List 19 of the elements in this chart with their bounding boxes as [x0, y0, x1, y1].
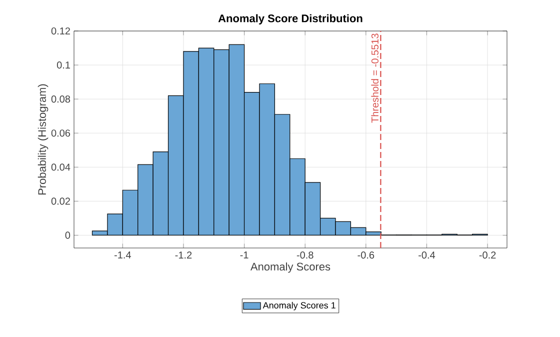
- y-tick-label: 0: [65, 232, 70, 239]
- y-tick-label: 0.04: [51, 164, 70, 171]
- x-tick-label: -1.4: [114, 252, 131, 258]
- x-tick-label: -0.6: [358, 252, 374, 259]
- y-tick-label: 0.1: [56, 61, 70, 69]
- y-tick-label: 0.12: [51, 27, 70, 35]
- x-tick-label: -0.4: [418, 252, 436, 259]
- y-tick-label: 0.02: [51, 198, 70, 205]
- ref-line-label: Threshold = -0.5513: [371, 34, 379, 123]
- legend-label: Anomaly Scores 1: [262, 302, 336, 310]
- x-tick-label: -1: [240, 252, 248, 258]
- x-tick-label: -0.8: [296, 252, 314, 259]
- y-tick-label: 0.06: [51, 130, 70, 137]
- chart-title: Anomaly Score Distribution: [218, 14, 362, 24]
- y-tick-label: 0.08: [51, 96, 70, 103]
- x-axis-title: Anomaly Scores: [250, 262, 330, 273]
- y-axis-title: Probability (Histogram): [38, 84, 48, 195]
- x-tick-label: -0.2: [479, 252, 496, 259]
- x-tick-label: -1.2: [175, 252, 192, 259]
